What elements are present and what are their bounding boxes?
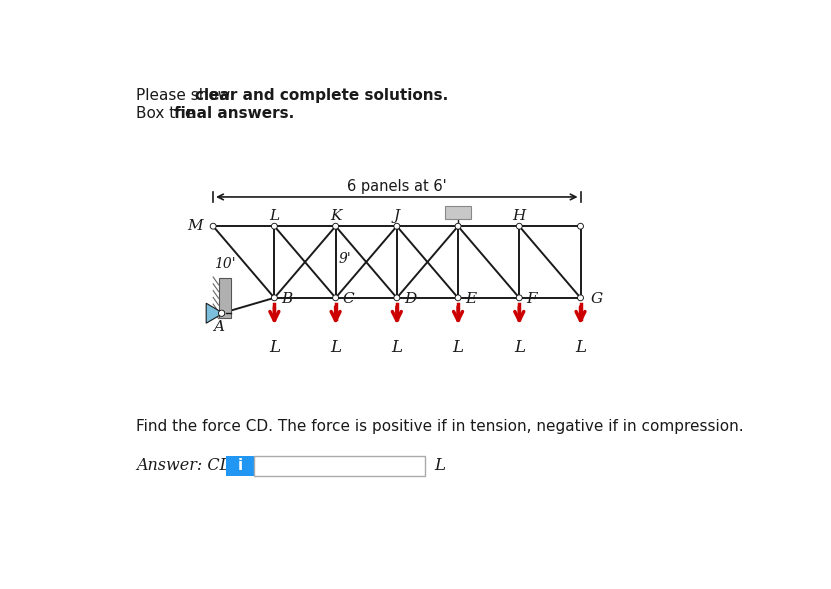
Text: L: L xyxy=(269,209,279,223)
Text: 10': 10' xyxy=(214,257,236,270)
Circle shape xyxy=(455,295,460,300)
Text: clear and complete solutions.: clear and complete solutions. xyxy=(194,88,448,103)
Text: Find the force CD. The force is positive if in tension, negative if in compressi: Find the force CD. The force is positive… xyxy=(136,419,744,434)
Text: J: J xyxy=(394,209,400,223)
Text: H: H xyxy=(513,209,526,223)
Text: 6 panels at 6': 6 panels at 6' xyxy=(347,180,446,194)
Text: G: G xyxy=(591,292,602,306)
Circle shape xyxy=(333,223,338,229)
Text: L: L xyxy=(330,339,341,356)
Circle shape xyxy=(578,224,583,228)
Circle shape xyxy=(334,296,337,300)
Circle shape xyxy=(578,223,583,229)
Circle shape xyxy=(272,295,277,300)
Circle shape xyxy=(334,224,337,228)
Text: L: L xyxy=(391,339,402,356)
Circle shape xyxy=(220,312,224,315)
Circle shape xyxy=(273,296,276,300)
Text: final answers.: final answers. xyxy=(174,105,294,121)
Circle shape xyxy=(517,223,522,229)
Circle shape xyxy=(517,295,522,300)
Text: L: L xyxy=(453,339,464,356)
Circle shape xyxy=(272,223,277,229)
Circle shape xyxy=(394,223,400,229)
Text: A: A xyxy=(213,320,224,334)
Text: Answer: CD =: Answer: CD = xyxy=(136,457,252,474)
Text: L: L xyxy=(514,339,524,356)
Text: K: K xyxy=(330,209,342,223)
Text: D: D xyxy=(404,292,416,306)
Text: Please show: Please show xyxy=(136,88,235,103)
Circle shape xyxy=(394,295,400,300)
Circle shape xyxy=(219,310,224,316)
Text: M: M xyxy=(188,219,203,233)
Text: 9': 9' xyxy=(339,252,352,266)
Circle shape xyxy=(518,224,521,228)
Text: F: F xyxy=(526,292,537,306)
Bar xyxy=(219,278,231,318)
Circle shape xyxy=(210,223,216,229)
Text: L: L xyxy=(269,339,280,356)
Circle shape xyxy=(333,295,338,300)
Text: I: I xyxy=(455,209,461,223)
Circle shape xyxy=(455,223,460,229)
Circle shape xyxy=(220,312,224,315)
Text: L: L xyxy=(434,457,445,474)
Bar xyxy=(226,456,254,476)
Circle shape xyxy=(219,310,224,316)
Text: i: i xyxy=(238,458,243,473)
Text: E: E xyxy=(465,292,476,306)
Bar xyxy=(445,206,471,219)
Circle shape xyxy=(273,224,276,228)
Bar xyxy=(254,456,425,476)
Circle shape xyxy=(578,296,583,300)
Circle shape xyxy=(456,296,460,300)
Polygon shape xyxy=(206,303,224,323)
Circle shape xyxy=(395,224,399,228)
Circle shape xyxy=(456,224,460,228)
Text: C: C xyxy=(342,292,354,306)
Text: L: L xyxy=(575,339,586,356)
Circle shape xyxy=(518,296,521,300)
Circle shape xyxy=(395,296,399,300)
Circle shape xyxy=(578,295,583,300)
Circle shape xyxy=(211,224,215,228)
Text: B: B xyxy=(282,292,293,306)
Text: Box the: Box the xyxy=(136,105,199,121)
